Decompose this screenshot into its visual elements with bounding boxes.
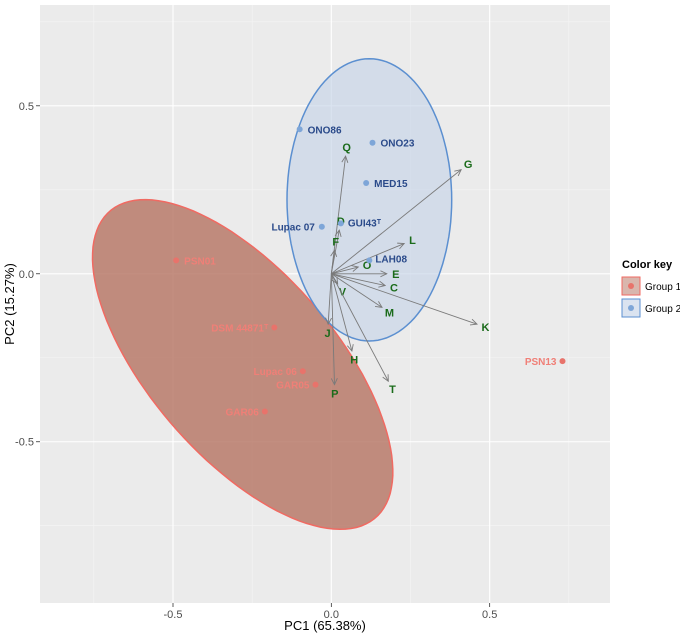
y-tick-label: 0.5 xyxy=(19,101,34,113)
loading-arrowhead xyxy=(334,229,342,237)
point-label: PSN13 xyxy=(525,357,557,368)
confidence-ellipses xyxy=(91,58,453,531)
point-label: MED15 xyxy=(374,179,408,190)
x-tick-label: 0.0 xyxy=(324,609,339,621)
point-group-2 xyxy=(369,139,376,146)
loading-arrow xyxy=(331,273,383,308)
loading-arrowhead xyxy=(347,344,354,353)
legend: Color key Group 1 Group 2 xyxy=(621,259,680,318)
loading-label: V xyxy=(339,286,347,298)
loading-label: C xyxy=(390,282,398,294)
point-label: GUI43ᵀ xyxy=(348,218,382,229)
point-label: PSN01 xyxy=(184,256,216,267)
point-label: ONO86 xyxy=(308,125,342,136)
x-tick-label: 0.5 xyxy=(482,609,497,621)
ellipse-group-2 xyxy=(286,58,453,342)
y-tick-label: 0.0 xyxy=(19,269,34,281)
point-group-2 xyxy=(366,257,373,264)
loading-label: K xyxy=(482,322,490,334)
loading-arrow xyxy=(330,273,335,385)
loading-arrowhead xyxy=(397,242,406,250)
loading-arrowhead xyxy=(325,317,332,326)
legend-label: Group 1 xyxy=(645,282,680,293)
loading-arrows: QGDLFOECVMKJHPT xyxy=(325,142,490,400)
loading-label: M xyxy=(385,307,394,319)
score-points: PSN01 DSM 44871ᵀ Lupac 06 GAR05 GAR06 PSN13 ON… xyxy=(173,125,566,419)
loading-arrowhead xyxy=(454,168,462,177)
loading-arrow xyxy=(327,273,332,325)
loading-arrowhead xyxy=(375,301,383,308)
point-group-2 xyxy=(318,223,325,230)
y-axis-title: PC2 (15.27%) xyxy=(2,263,17,345)
loading-arrowhead xyxy=(382,374,389,383)
loading-label: H xyxy=(350,355,358,367)
point-label: GAR06 xyxy=(225,408,259,419)
loading-arrow xyxy=(330,273,389,382)
loading-label: E xyxy=(392,269,399,281)
point-label: LAH08 xyxy=(375,254,407,265)
loading-label: O xyxy=(363,260,372,272)
point-group-2 xyxy=(363,180,370,187)
x-axis-title: PC1 (65.38%) xyxy=(284,618,366,633)
loading-arrowhead xyxy=(330,378,338,386)
legend-key-dot xyxy=(628,283,634,289)
x-axis-ticks: -0.5 0.0 0.5 xyxy=(164,603,497,621)
loading-arrowhead xyxy=(380,270,388,278)
loading-arrow xyxy=(331,266,359,275)
loading-label: J xyxy=(325,328,331,340)
loading-arrow xyxy=(330,250,335,274)
loading-label: P xyxy=(331,389,338,401)
loading-arrowhead xyxy=(341,155,349,163)
x-tick-label: -0.5 xyxy=(164,609,183,621)
point-label: DSM 44871ᵀ xyxy=(211,324,269,335)
loading-arrow xyxy=(331,273,478,325)
loading-label: T xyxy=(389,384,396,396)
point-group-1 xyxy=(173,257,180,264)
point-label: ONO23 xyxy=(381,139,415,150)
loading-arrow xyxy=(331,273,386,286)
y-tick-label: -0.5 xyxy=(15,437,34,449)
point-group-1 xyxy=(261,408,268,415)
loading-label: G xyxy=(464,159,473,171)
point-group-2 xyxy=(296,126,303,133)
loading-arrowhead xyxy=(378,280,387,288)
loading-arrowhead xyxy=(351,265,360,272)
loading-label: Q xyxy=(342,142,351,154)
point-group-1 xyxy=(271,324,278,331)
point-group-2 xyxy=(337,220,344,227)
legend-label: Group 2 xyxy=(645,304,680,315)
loading-label: F xyxy=(332,236,339,248)
loading-arrowhead xyxy=(469,318,478,326)
point-group-1 xyxy=(559,358,566,365)
legend-title: Color key xyxy=(622,259,673,271)
point-group-1 xyxy=(299,368,306,375)
point-label: GAR05 xyxy=(276,381,310,392)
y-axis-ticks: -0.5 0.0 0.5 xyxy=(15,101,40,449)
loading-arrowhead xyxy=(330,249,338,258)
loading-arrow xyxy=(330,273,353,352)
ellipse-group-1 xyxy=(91,198,394,531)
loading-label: L xyxy=(409,235,416,247)
point-label: Lupac 06 xyxy=(253,367,297,378)
legend-key-dot xyxy=(628,305,634,311)
point-group-1 xyxy=(312,381,319,388)
point-label: Lupac 07 xyxy=(271,223,315,234)
loading-arrow xyxy=(331,169,462,275)
